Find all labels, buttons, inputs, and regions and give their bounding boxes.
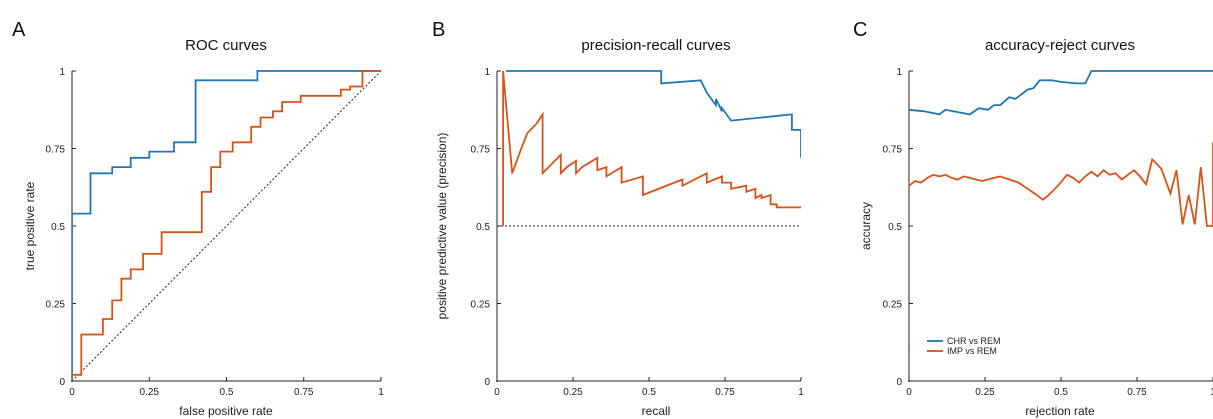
y-tick-label: 1 <box>896 67 902 78</box>
x-tick-label: 1 <box>378 387 384 398</box>
panel-accuracy-reject: C accuracy-reject curves rejection rate … <box>853 19 1213 418</box>
y-axis-label: accuracy <box>859 202 873 250</box>
series-line-chr-vs-rem <box>506 70 801 158</box>
x-tick-label: 1 <box>798 387 804 398</box>
series-line-chr-vs-rem <box>72 70 381 381</box>
x-tick-label: 1 <box>1210 387 1213 398</box>
x-axis-label: recall <box>642 404 671 418</box>
x-tick-label: 0 <box>69 387 75 398</box>
panel-precision-recall: B precision-recall curves recall positiv… <box>432 19 804 418</box>
series-line-chr-vs-rem <box>909 70 1213 116</box>
y-tick-label: 0.25 <box>471 300 491 311</box>
x-axis-label: rejection rate <box>1025 404 1095 418</box>
x-tick-label: 0.75 <box>1127 387 1147 398</box>
x-tick-label: 0.25 <box>140 387 160 398</box>
chart-title: precision-recall curves <box>581 37 730 54</box>
y-tick-label: 0.5 <box>476 222 490 233</box>
panel-roc: A ROC curves false positive rate true po… <box>12 19 384 418</box>
reference-line <box>71 70 382 382</box>
x-axis-label: false positive rate <box>179 404 273 418</box>
y-axis-label: true positive rate <box>23 181 37 270</box>
x-tick-label: 0.75 <box>715 387 735 398</box>
chart-title: ROC curves <box>185 37 267 54</box>
series-line-imp-vs-rem <box>909 142 1213 227</box>
series-line-imp-vs-rem <box>72 70 381 376</box>
y-tick-label: 1 <box>484 67 490 78</box>
x-tick-label: 0 <box>494 387 500 398</box>
x-tick-label: 0.25 <box>975 387 995 398</box>
y-tick-label: 0.75 <box>883 145 903 156</box>
y-tick-label: 0.5 <box>51 222 65 233</box>
y-tick-label: 1 <box>59 67 65 78</box>
x-tick-label: 0.5 <box>1054 387 1068 398</box>
x-tick-label: 0.25 <box>563 387 583 398</box>
y-tick-label: 0.75 <box>471 145 491 156</box>
x-tick-label: 0.5 <box>220 387 234 398</box>
x-tick-label: 0.75 <box>294 387 314 398</box>
y-tick-label: 0.25 <box>883 300 903 311</box>
y-tick-label: 0.25 <box>46 300 66 311</box>
legend-label-chr-vs-rem: CHR vs REM <box>947 336 1001 346</box>
x-tick-label: 0.5 <box>642 387 656 398</box>
y-tick-label: 0 <box>59 377 65 388</box>
x-tick-label: 0 <box>906 387 912 398</box>
legend-label-imp-vs-rem: IMP vs REM <box>947 346 997 356</box>
panel-letter-a: A <box>12 19 26 41</box>
y-axis-label: positive predictive value (precision) <box>435 133 449 320</box>
y-tick-label: 0.75 <box>46 145 66 156</box>
y-tick-label: 0.5 <box>888 222 902 233</box>
panel-letter-b: B <box>432 19 445 41</box>
y-tick-label: 0 <box>896 377 902 388</box>
chart-title: accuracy-reject curves <box>985 37 1135 54</box>
series-line-imp-vs-rem <box>502 70 801 226</box>
y-tick-label: 0 <box>484 377 490 388</box>
panel-letter-c: C <box>853 19 867 41</box>
